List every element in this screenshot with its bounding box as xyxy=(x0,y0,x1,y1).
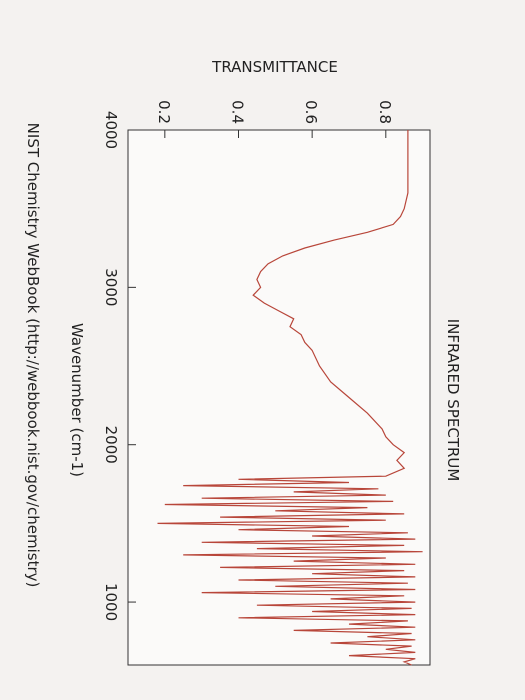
x-tick-label: 2000 xyxy=(102,426,120,464)
chart-title: INFRARED SPECTRUM xyxy=(444,319,462,482)
y-axis-label: TRANSMITTANCE xyxy=(211,58,338,76)
spectrum-line xyxy=(157,130,423,666)
x-tick-label: 1000 xyxy=(102,583,120,621)
x-axis-label: Wavenumber (cm-1) xyxy=(68,323,86,477)
source-note: NIST Chemistry WebBook (http://webbook.n… xyxy=(24,123,42,588)
plot-frame xyxy=(127,129,431,666)
y-tick-label: 0.6 xyxy=(302,100,320,124)
x-tick-label: 3000 xyxy=(102,268,120,306)
y-tick-label: 0.8 xyxy=(376,100,394,124)
x-tick-label: 4000 xyxy=(102,111,120,149)
y-tick-label: 0.4 xyxy=(228,100,246,124)
y-tick-label: 0.2 xyxy=(155,100,173,124)
